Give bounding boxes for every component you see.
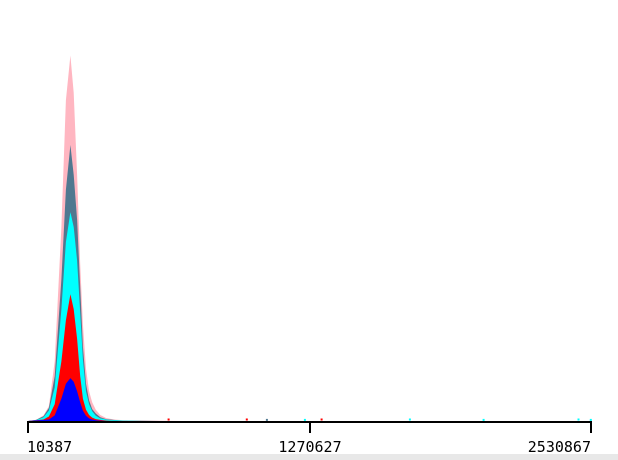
scatter-marks-layer [167, 418, 592, 421]
outlier-point-2 [265, 418, 268, 421]
outlier-point-6 [482, 418, 485, 421]
x-tick-label-end: 2530867 [528, 438, 591, 456]
outlier-point-1 [245, 418, 248, 421]
series-area-4 [28, 378, 107, 421]
x-tick-label-start: 10387 [27, 438, 72, 456]
series-layer [28, 55, 182, 421]
series-area-3 [28, 294, 115, 421]
x-tick-label-mid: 1270627 [278, 438, 341, 456]
outlier-point-8 [589, 418, 592, 421]
outlier-point-7 [577, 418, 580, 421]
outlier-point-4 [320, 418, 323, 421]
outlier-point-5 [408, 418, 411, 421]
series-area-0 [28, 55, 182, 421]
bottom-border-band [0, 454, 618, 460]
series-area-1 [28, 145, 160, 421]
outlier-point-0 [167, 418, 170, 421]
series-area-2 [28, 212, 142, 421]
outlier-point-3 [303, 418, 306, 421]
